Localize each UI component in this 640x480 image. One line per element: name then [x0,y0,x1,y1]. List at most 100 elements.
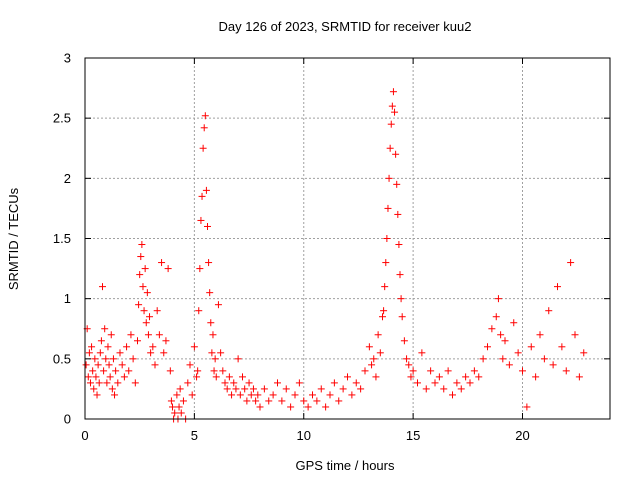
data-point [376,349,384,357]
data-point [374,331,382,339]
data-point [228,391,236,399]
data-point [554,283,561,291]
data-point [104,343,112,351]
data-point [536,331,544,339]
data-point [210,367,218,375]
data-point [370,355,378,363]
x-tick-label: 0 [81,428,88,443]
data-point [393,180,401,188]
data-point [211,355,219,363]
data-point [137,253,145,261]
data-point [449,391,456,399]
data-point [254,391,262,399]
data-point [158,259,166,267]
data-point [567,259,575,267]
data-point [309,391,316,399]
data-point [107,331,115,339]
data-point [239,373,246,381]
data-point [313,397,321,405]
data-point [260,385,268,393]
data-point [326,391,334,399]
data-point [160,349,168,357]
data-point [95,379,103,387]
data-point [505,361,513,369]
data-point [348,391,356,399]
data-point [252,397,260,405]
y-tick-label: 2 [64,171,71,186]
data-point [196,265,204,273]
data-point [265,397,273,405]
data-point [94,361,102,369]
data-point [514,349,522,357]
data-point [140,307,148,315]
data-point [510,319,518,327]
data-point [127,331,135,339]
data-point [173,391,181,399]
data-point [381,283,389,291]
y-tick-label: 0.5 [53,351,71,366]
data-point [249,385,257,393]
x-tick-label: 10 [297,428,311,443]
data-point [138,241,146,249]
data-point [101,325,109,333]
data-point [144,331,152,339]
chart-title: Day 126 of 2023, SRMTID for receiver kuu… [219,19,472,34]
axis-ticks: 0 5 10 15 20 0 0.5 1 1.5 2 2.5 3 [53,51,610,443]
data-point [214,301,222,309]
data-point [232,385,240,393]
data-point [139,283,147,291]
data-point [470,367,478,375]
data-point [153,307,161,315]
data-point [169,403,176,411]
data-point [217,349,225,357]
data-point [274,379,281,387]
data-point [344,373,351,381]
data-point [245,379,253,387]
data-point [123,343,131,351]
y-tick-label: 0 [64,412,71,427]
data-point [167,397,175,405]
data-point [125,367,133,375]
data-point [475,373,483,381]
data-point [111,391,119,399]
data-point [91,355,99,363]
data-point [388,102,396,110]
data-point [171,409,179,417]
data-point [580,349,588,357]
data-point [90,385,98,393]
data-point [202,186,210,194]
data-point [497,331,505,339]
data-point [440,385,448,393]
data-point [330,379,338,387]
data-point [176,385,184,393]
data-point [175,403,183,411]
x-tick-label: 5 [191,428,198,443]
data-point [134,337,141,345]
data-point [85,349,93,357]
data-point [295,379,303,387]
data-point [484,343,491,351]
data-point [223,385,231,393]
data-point [549,361,557,369]
data-point [142,319,150,327]
data-point [208,349,216,357]
data-point [389,88,397,96]
x-tick-label: 20 [515,428,529,443]
data-point [225,373,233,381]
data-point [394,210,402,218]
data-point [188,391,196,399]
y-tick-label: 3 [64,51,71,66]
data-point [396,271,404,279]
data-point [102,355,110,363]
data-point [84,373,92,381]
data-point [155,331,163,339]
data-point [382,259,390,267]
data-point [492,313,500,321]
data-point [269,391,277,399]
data-point [201,112,209,120]
x-tick-label: 15 [406,428,420,443]
data-point [88,343,96,351]
data-point [93,391,101,399]
data-point [204,222,211,230]
data-point [198,192,206,200]
